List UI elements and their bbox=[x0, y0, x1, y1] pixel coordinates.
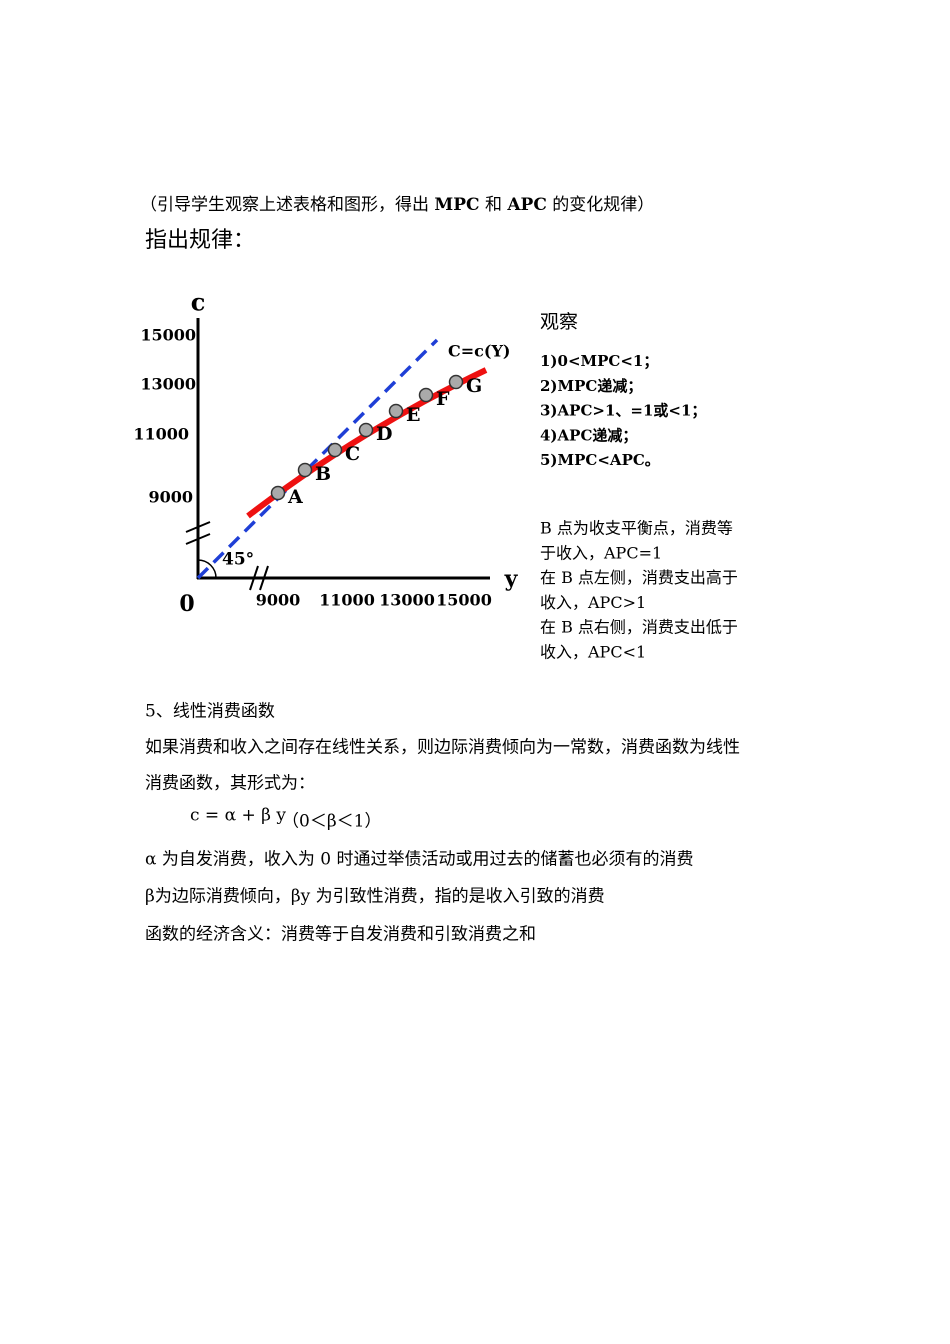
y-tick-label: 13000 bbox=[140, 375, 196, 394]
note: B 点为收支平衡点，消费等 bbox=[540, 519, 733, 538]
point-label: E bbox=[406, 404, 420, 426]
y-axis-label: c bbox=[191, 288, 206, 317]
point-label: A bbox=[287, 486, 303, 508]
observe-title: 观察 bbox=[540, 311, 578, 333]
intro-text: 和 bbox=[480, 195, 508, 215]
section-title: 5、线性消费函数 bbox=[145, 702, 275, 722]
y-tick-label: 15000 bbox=[140, 326, 196, 345]
rule: 2)MPC递减； bbox=[540, 377, 642, 395]
intro: （引导学生观察上述表格和图形，得出 MPC 和 APC 的变化规律） bbox=[140, 195, 654, 215]
intro-term: MPC bbox=[434, 195, 479, 215]
x-tick-label: 15000 bbox=[436, 591, 492, 610]
angle-label: 45° bbox=[222, 550, 254, 570]
point bbox=[448, 374, 464, 390]
heading: 指出规律： bbox=[145, 228, 255, 253]
x-tick-label: 13000 bbox=[379, 591, 435, 610]
point-label: B bbox=[315, 463, 331, 485]
paragraph-line: 函数的经济含义：消费等于自发消费和引致消费之和 bbox=[145, 925, 536, 945]
angle-arc bbox=[197, 559, 217, 579]
rule: 1)0<MPC<1； bbox=[540, 352, 658, 370]
point-label: G bbox=[466, 375, 482, 397]
paragraph-line: β为边际消费倾向，βy 为引致性消费，指的是收入引致的消费 bbox=[145, 887, 605, 907]
formula: c = α + β y bbox=[190, 806, 286, 826]
point-label: C bbox=[345, 443, 360, 465]
point bbox=[418, 387, 434, 403]
point bbox=[270, 485, 286, 501]
paragraph-line: 如果消费和收入之间存在线性关系，则边际消费倾向为一常数，消费函数为线性 bbox=[145, 738, 740, 758]
curve-label: C=c(Y) bbox=[448, 342, 510, 361]
break-mark bbox=[185, 521, 211, 533]
break-mark bbox=[259, 565, 269, 591]
x-axis-label: y bbox=[504, 566, 519, 592]
note: 在 B 点左侧，消费支出高于 bbox=[540, 568, 738, 587]
point bbox=[297, 462, 313, 478]
point bbox=[358, 422, 374, 438]
rule: 4)APC递减； bbox=[540, 426, 637, 444]
45-degree-line bbox=[196, 338, 439, 580]
note: 在 B 点右侧，消费支出低于 bbox=[540, 618, 738, 637]
origin-label: 0 bbox=[179, 591, 194, 617]
intro-term: APC bbox=[506, 195, 547, 215]
x-tick-label: 11000 bbox=[319, 591, 375, 610]
break-mark bbox=[185, 533, 211, 545]
point-label: F bbox=[436, 388, 450, 410]
intro-text: （引导学生观察上述表格和图形，得出 bbox=[140, 195, 434, 215]
point-label: D bbox=[376, 423, 392, 445]
note: 收入，APC<1 bbox=[540, 643, 646, 662]
x-tick-label: 9000 bbox=[256, 591, 301, 610]
point bbox=[327, 442, 343, 458]
rule: 3)APC>1、=1或<1； bbox=[540, 402, 706, 420]
break-mark bbox=[249, 565, 259, 591]
note: 收入，APC>1 bbox=[540, 593, 646, 612]
note: 于收入，APC=1 bbox=[540, 543, 662, 562]
rule: 5)MPC<APC。 bbox=[540, 451, 660, 469]
point bbox=[388, 403, 404, 419]
paragraph-line: α 为自发消费，收入为 0 时通过举债活动或用过去的储蓄也必须有的消费 bbox=[145, 850, 694, 870]
y-tick-label: 11000 bbox=[133, 425, 189, 444]
y-tick-label: 9000 bbox=[148, 488, 193, 507]
paragraph-line: 消费函数，其形式为： bbox=[145, 774, 315, 794]
formula-condition: （0＜β＜1） bbox=[282, 812, 381, 832]
intro-text: 的变化规律） bbox=[547, 195, 654, 215]
